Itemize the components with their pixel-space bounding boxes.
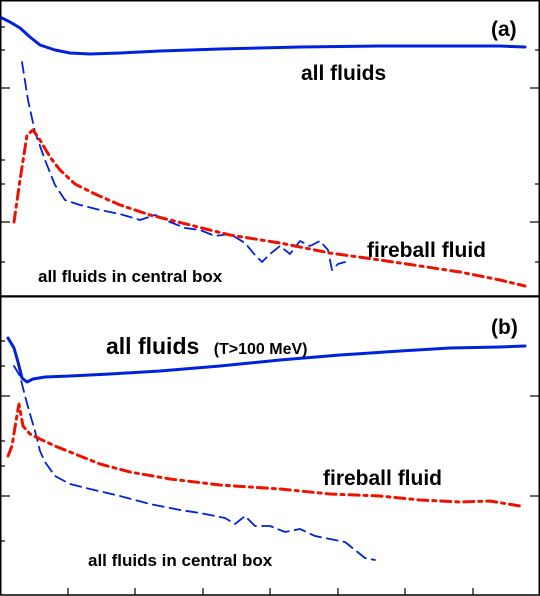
panel-b-ticks: [0, 340, 540, 595]
panel-b: (b) all fluids (T>100 MeV) fireball flui…: [0, 295, 540, 596]
label-fireball-b: fireball fluid: [323, 467, 442, 490]
series-fireball-b: [6, 402, 522, 508]
panel-label-b: (b): [491, 316, 518, 339]
series-central-box-b: [13, 365, 376, 561]
label-fireball-a: fireball fluid: [367, 239, 486, 262]
label-all-fluids-b-note: (T>100 MeV): [214, 341, 308, 358]
panel-a: (a) all fluids fireball fluid all fluids…: [0, 0, 540, 298]
series-all-fluids-b: [6, 336, 527, 384]
label-all-fluids-a: all fluids: [301, 62, 386, 85]
panel-label-a: (a): [491, 18, 517, 41]
label-all-fluids-b-main: all fluids: [106, 333, 199, 359]
label-central-box-a: all fluids in central box: [38, 267, 223, 286]
panel-a-ticks: [0, 26, 540, 263]
label-central-box-b: all fluids in central box: [88, 551, 273, 570]
series-central-box-a: [21, 61, 346, 271]
label-all-fluids-b: all fluids (T>100 MeV): [106, 333, 308, 359]
series-all-fluids-a: [0, 16, 527, 56]
series-fireball-a: [12, 128, 527, 288]
